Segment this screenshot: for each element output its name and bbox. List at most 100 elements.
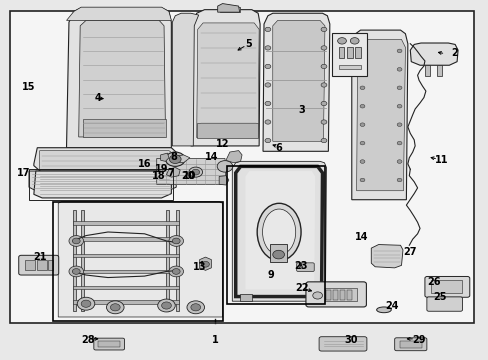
Bar <box>166 211 169 311</box>
Text: 5: 5 <box>244 39 251 49</box>
Polygon shape <box>196 23 259 138</box>
Circle shape <box>396 86 401 90</box>
Circle shape <box>264 46 270 50</box>
Bar <box>332 290 337 300</box>
Text: 1: 1 <box>211 334 218 345</box>
Bar <box>73 300 179 304</box>
Circle shape <box>217 161 232 172</box>
Circle shape <box>165 152 184 166</box>
Bar <box>48 260 53 270</box>
Bar <box>338 47 344 58</box>
Circle shape <box>359 123 364 126</box>
Circle shape <box>186 301 204 314</box>
Polygon shape <box>436 64 441 76</box>
Text: 18: 18 <box>152 171 165 181</box>
Circle shape <box>264 102 270 105</box>
Circle shape <box>359 104 364 108</box>
Polygon shape <box>196 123 258 138</box>
Circle shape <box>321 120 326 124</box>
Text: 6: 6 <box>275 143 282 153</box>
Bar <box>98 341 120 347</box>
Bar <box>326 290 330 300</box>
Text: 26: 26 <box>426 277 440 287</box>
Text: 28: 28 <box>81 334 95 345</box>
Text: 16: 16 <box>138 159 151 169</box>
Polygon shape <box>160 153 168 161</box>
Circle shape <box>396 141 401 145</box>
Circle shape <box>69 266 83 277</box>
Text: 19: 19 <box>155 164 168 174</box>
Polygon shape <box>263 13 329 151</box>
Circle shape <box>396 68 401 71</box>
Bar <box>346 290 351 300</box>
Bar <box>331 33 366 76</box>
Text: 20: 20 <box>182 171 195 181</box>
Polygon shape <box>157 158 225 184</box>
Polygon shape <box>424 64 429 76</box>
Bar <box>73 253 179 257</box>
Circle shape <box>264 27 270 32</box>
Ellipse shape <box>376 307 390 313</box>
Text: 3: 3 <box>298 105 305 115</box>
Text: 27: 27 <box>403 247 416 257</box>
Polygon shape <box>190 10 260 146</box>
Text: 30: 30 <box>344 334 357 345</box>
Text: 22: 22 <box>295 283 308 293</box>
Bar <box>346 47 352 58</box>
Circle shape <box>264 64 270 69</box>
Bar <box>37 260 47 270</box>
Text: 12: 12 <box>215 139 229 149</box>
Polygon shape <box>225 150 242 163</box>
Circle shape <box>264 138 270 143</box>
Circle shape <box>359 160 364 163</box>
Circle shape <box>201 261 209 267</box>
Circle shape <box>110 304 120 311</box>
FancyBboxPatch shape <box>19 255 59 275</box>
Text: 23: 23 <box>294 261 307 271</box>
Bar <box>53 202 223 320</box>
Circle shape <box>158 299 175 312</box>
Bar <box>239 294 251 301</box>
Circle shape <box>359 86 364 90</box>
Circle shape <box>172 269 180 274</box>
Bar <box>339 290 344 300</box>
Circle shape <box>272 250 284 259</box>
Circle shape <box>191 169 199 175</box>
Bar <box>29 169 172 200</box>
Text: 4: 4 <box>95 93 102 103</box>
FancyBboxPatch shape <box>426 297 462 311</box>
Text: 25: 25 <box>432 292 446 302</box>
Circle shape <box>188 167 202 177</box>
Bar <box>269 244 286 262</box>
Polygon shape <box>172 13 198 146</box>
Circle shape <box>396 160 401 163</box>
Polygon shape <box>66 8 171 148</box>
Bar <box>73 237 179 241</box>
Circle shape <box>321 138 326 143</box>
FancyBboxPatch shape <box>319 337 366 351</box>
Polygon shape <box>82 119 165 137</box>
Polygon shape <box>272 21 325 141</box>
Polygon shape <box>370 244 402 268</box>
Bar <box>73 270 179 273</box>
Ellipse shape <box>262 209 295 255</box>
Bar <box>354 47 360 58</box>
Circle shape <box>169 155 181 163</box>
Circle shape <box>396 49 401 53</box>
Polygon shape <box>79 21 165 137</box>
Circle shape <box>168 235 183 246</box>
Polygon shape <box>166 167 180 177</box>
Polygon shape <box>245 171 315 289</box>
Ellipse shape <box>257 203 301 261</box>
Bar <box>81 211 84 311</box>
Text: 24: 24 <box>384 301 398 311</box>
FancyBboxPatch shape <box>94 338 124 350</box>
Polygon shape <box>351 30 407 200</box>
FancyBboxPatch shape <box>424 276 469 297</box>
Circle shape <box>396 178 401 182</box>
Polygon shape <box>66 7 171 21</box>
Circle shape <box>168 266 183 277</box>
Circle shape <box>337 38 346 44</box>
Polygon shape <box>356 40 405 191</box>
Text: 29: 29 <box>411 334 425 345</box>
